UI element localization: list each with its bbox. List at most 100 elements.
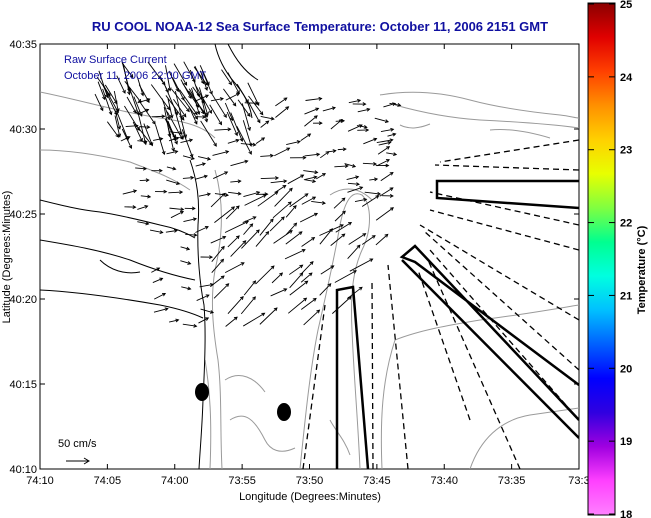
current-vector — [166, 150, 179, 155]
current-vector — [138, 100, 156, 125]
current-vector — [225, 205, 240, 220]
current-vector — [334, 164, 349, 169]
current-vector — [315, 173, 327, 180]
current-vector — [121, 60, 131, 93]
current-vector — [169, 207, 185, 212]
current-vector — [304, 152, 321, 157]
current-vector — [121, 62, 134, 79]
current-vector — [248, 95, 264, 116]
current-vector — [337, 147, 347, 152]
legend-line-1: Raw Surface Current — [64, 54, 167, 66]
current-vector — [225, 316, 238, 327]
current-vector — [166, 179, 181, 186]
current-vector — [275, 106, 290, 118]
current-vector — [210, 97, 224, 102]
current-vector — [212, 150, 230, 156]
current-vector — [243, 223, 254, 235]
current-vector — [200, 255, 214, 260]
current-vector — [361, 195, 380, 207]
y-tick-label: 40:25 — [9, 209, 37, 221]
current-vector — [364, 191, 382, 196]
current-vector — [125, 123, 139, 128]
current-vector — [214, 193, 229, 197]
current-vector — [126, 96, 137, 114]
current-vector — [198, 192, 212, 197]
current-vector — [259, 218, 274, 236]
colorbar-tick-label: 23 — [620, 145, 632, 157]
current-vector — [330, 233, 346, 247]
current-vector — [180, 260, 192, 265]
current-vector — [334, 270, 357, 283]
current-vector — [168, 136, 180, 142]
x-tick-label: 73:40 — [430, 475, 458, 487]
current-vector — [230, 240, 247, 257]
current-vector — [241, 229, 260, 249]
current-vector — [363, 137, 378, 145]
current-vector — [224, 262, 245, 274]
current-vector — [374, 117, 390, 123]
current-vector — [137, 108, 150, 115]
current-vector — [152, 114, 166, 119]
current-vector — [260, 120, 270, 128]
current-vector — [305, 175, 318, 180]
current-vector — [169, 130, 183, 135]
current-vector — [227, 138, 240, 144]
current-vector — [270, 288, 288, 297]
current-vector — [188, 106, 198, 125]
current-vector — [228, 191, 242, 196]
y-tick-label: 40:10 — [9, 464, 37, 476]
current-vector — [102, 88, 113, 116]
current-vector — [214, 206, 236, 223]
bathymetry-contours — [40, 91, 579, 469]
current-vector — [104, 84, 118, 105]
current-vector — [236, 126, 252, 155]
current-vector — [242, 312, 266, 327]
current-vector — [223, 88, 237, 107]
x-tick-label: 73:55 — [228, 475, 256, 487]
y-tick-label: 40:35 — [9, 39, 37, 51]
current-vector — [335, 221, 353, 233]
current-vector — [348, 233, 367, 245]
x-tick-label: 73:3 — [568, 475, 589, 487]
current-vector — [226, 111, 238, 137]
current-vector — [211, 258, 225, 274]
current-vector — [357, 128, 370, 132]
current-vector — [274, 147, 291, 157]
current-vector — [301, 196, 317, 205]
colorbar-tick-label: 24 — [620, 72, 633, 84]
current-vector — [166, 120, 176, 139]
current-vector — [286, 140, 301, 146]
current-vector — [271, 272, 284, 284]
current-vector — [272, 201, 292, 219]
current-vector — [319, 283, 332, 296]
current-vector — [209, 104, 222, 126]
legend-line-2: October 11, 2006 22:00 GMT — [64, 70, 207, 82]
current-vector — [270, 179, 288, 184]
current-vector — [96, 76, 111, 97]
current-vector — [287, 174, 305, 185]
current-vector — [214, 127, 232, 132]
current-vector — [334, 210, 346, 222]
current-vector — [230, 179, 242, 184]
current-vector — [169, 318, 180, 323]
current-vector — [347, 182, 361, 187]
current-vector — [195, 94, 210, 102]
current-vector — [300, 133, 312, 141]
current-vector — [375, 233, 389, 246]
station-marker-west — [195, 383, 209, 401]
current-vector — [304, 115, 318, 127]
current-vector — [171, 88, 190, 113]
current-vector — [287, 297, 308, 314]
current-vector — [182, 175, 195, 180]
current-vector — [259, 307, 278, 325]
current-vector — [163, 106, 172, 138]
current-vector — [300, 261, 314, 275]
current-vector — [243, 191, 261, 198]
current-vector — [347, 244, 361, 259]
current-vector — [193, 66, 208, 86]
current-vector — [255, 192, 269, 197]
current-vector — [299, 212, 319, 223]
current-vector — [122, 189, 138, 195]
current-vector — [174, 90, 184, 120]
current-vector — [274, 187, 293, 207]
